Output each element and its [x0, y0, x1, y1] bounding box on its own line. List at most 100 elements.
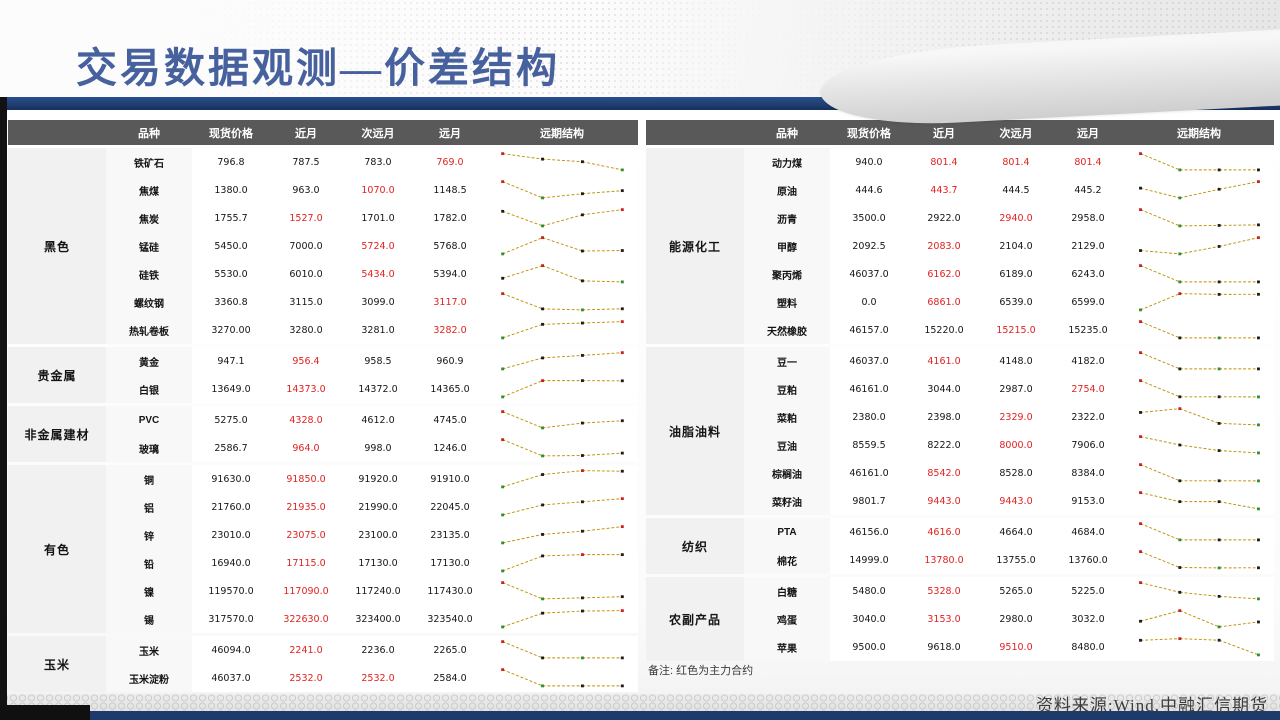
sparkline-cell — [486, 577, 638, 605]
spot-price-cell: 9801.7 — [830, 487, 908, 515]
spot-price-cell: 940.0 — [830, 148, 908, 176]
sparkline-cell — [486, 176, 638, 204]
variety-cell: 原油 — [744, 176, 830, 204]
category-cell: 玉米 — [8, 636, 106, 692]
next-far-month-cell: 8528.0 — [980, 459, 1052, 487]
far-month-cell: 2265.0 — [414, 636, 486, 664]
far-month-cell: 4182.0 — [1052, 347, 1124, 375]
spot-price-cell: 3040.0 — [830, 605, 908, 633]
next-far-month-cell: 958.5 — [342, 347, 414, 375]
variety-cell: 塑料 — [744, 288, 830, 316]
col-header-variety: 品种 — [138, 127, 160, 140]
forward-structure-sparkline — [501, 553, 624, 573]
col-header-forward-structure: 远期结构 — [1177, 127, 1221, 140]
category-cell: 黑色 — [8, 148, 106, 344]
variety-cell: 鸡蛋 — [744, 605, 830, 633]
forward-structure-sparkline — [501, 668, 624, 688]
bottom-left-black-block — [0, 705, 90, 720]
next-far-month-cell: 4148.0 — [980, 347, 1052, 375]
sparkline-cell — [486, 465, 638, 493]
category-cell: 纺织 — [646, 518, 744, 574]
next-far-month-cell: 17130.0 — [342, 549, 414, 577]
far-month-cell: 7906.0 — [1052, 431, 1124, 459]
col-header-next-far-month: 次远月 — [361, 127, 395, 140]
col-header-group — [646, 120, 744, 145]
spot-price-cell: 444.6 — [830, 176, 908, 204]
variety-cell: 螺纹钢 — [106, 288, 192, 316]
table-section: 玉米 玉米 46094.0 2241.0 2236.0 2265.0 玉米淀粉 46037.0… — [8, 636, 638, 692]
far-month-cell: 3117.0 — [414, 288, 486, 316]
near-month-cell: 801.4 — [908, 148, 980, 176]
spot-price-cell: 796.8 — [192, 148, 270, 176]
spot-price-cell: 16940.0 — [192, 549, 270, 577]
far-month-cell: 15235.0 — [1052, 316, 1124, 344]
near-month-cell: 2922.0 — [908, 204, 980, 232]
right-data-table: 品种 现货价格 近月 次远月 远月 远期结构 能源化工 动力煤 940.0 801.4 801.4 8… — [646, 120, 1274, 661]
variety-cell: 天然橡胶 — [744, 316, 830, 344]
sparkline-cell — [1124, 176, 1274, 204]
sparkline-cell — [1124, 487, 1274, 515]
near-month-cell: 21935.0 — [270, 493, 342, 521]
near-month-cell: 2532.0 — [270, 664, 342, 692]
near-month-cell: 17115.0 — [270, 549, 342, 577]
next-far-month-cell: 6189.0 — [980, 260, 1052, 288]
sparkline-cell — [1124, 375, 1274, 403]
forward-structure-sparkline — [501, 351, 624, 371]
sparkline-cell — [1124, 403, 1274, 431]
next-far-month-cell: 2236.0 — [342, 636, 414, 664]
next-far-month-cell: 2329.0 — [980, 403, 1052, 431]
far-month-cell: 4745.0 — [414, 406, 486, 434]
spot-price-cell: 947.1 — [192, 347, 270, 375]
col-header-next-far-month: 次远月 — [999, 127, 1033, 140]
spot-price-cell: 2586.7 — [192, 434, 270, 462]
forward-structure-sparkline — [501, 180, 624, 200]
spot-price-cell: 46037.0 — [192, 664, 270, 692]
near-month-cell: 5328.0 — [908, 577, 980, 605]
forward-structure-sparkline — [1139, 208, 1260, 228]
near-month-cell: 8542.0 — [908, 459, 980, 487]
sparkline-cell — [1124, 605, 1274, 633]
col-header-forward-structure: 远期结构 — [540, 127, 584, 140]
next-far-month-cell: 2987.0 — [980, 375, 1052, 403]
forward-structure-sparkline — [1139, 581, 1260, 601]
table-section: 黑色 铁矿石 796.8 787.5 783.0 769.0 焦煤 1380.0 963.0 10… — [8, 148, 638, 344]
spot-price-cell: 91630.0 — [192, 465, 270, 493]
forward-structure-sparkline — [501, 292, 624, 312]
spot-price-cell: 5275.0 — [192, 406, 270, 434]
next-far-month-cell: 4612.0 — [342, 406, 414, 434]
next-far-month-cell: 15215.0 — [980, 316, 1052, 344]
page-title: 交易数据观测—价差结构 — [76, 45, 560, 91]
next-far-month-cell: 783.0 — [342, 148, 414, 176]
sparkline-cell — [486, 316, 638, 344]
sparkline-cell — [486, 521, 638, 549]
far-month-cell: 6243.0 — [1052, 260, 1124, 288]
spot-price-cell: 46037.0 — [830, 347, 908, 375]
spot-price-cell: 3360.8 — [192, 288, 270, 316]
near-month-cell: 23075.0 — [270, 521, 342, 549]
next-far-month-cell: 4664.0 — [980, 518, 1052, 546]
sparkline-cell — [486, 232, 638, 260]
forward-structure-sparkline — [1139, 351, 1260, 371]
far-month-cell: 2958.0 — [1052, 204, 1124, 232]
sparkline-cell — [486, 636, 638, 664]
col-header-far-month: 远月 — [439, 127, 461, 140]
variety-cell: 甲醇 — [744, 232, 830, 260]
variety-cell: 动力煤 — [744, 148, 830, 176]
next-far-month-cell: 2980.0 — [980, 605, 1052, 633]
near-month-cell: 6010.0 — [270, 260, 342, 288]
next-far-month-cell: 5265.0 — [980, 577, 1052, 605]
variety-cell: 菜粕 — [744, 403, 830, 431]
col-header-near-month: 近月 — [933, 127, 955, 140]
variety-cell: 锰硅 — [106, 232, 192, 260]
sparkline-cell — [486, 434, 638, 462]
near-month-cell: 4161.0 — [908, 347, 980, 375]
sparkline-cell — [486, 605, 638, 633]
table-header-row: 品种 现货价格 近月 次远月 远月 远期结构 — [646, 120, 1274, 145]
forward-structure-sparkline — [1139, 491, 1260, 511]
forward-structure-sparkline — [1139, 379, 1260, 399]
col-header-spot-price: 现货价格 — [847, 127, 891, 140]
spot-price-cell: 13649.0 — [192, 375, 270, 403]
next-far-month-cell: 3281.0 — [342, 316, 414, 344]
sparkline-cell — [1124, 431, 1274, 459]
